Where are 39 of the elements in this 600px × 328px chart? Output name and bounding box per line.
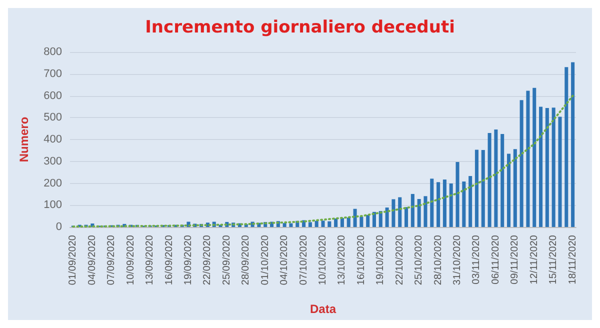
y-tick-label: 100 <box>44 199 62 212</box>
x-tick-label: 13/10/2020 <box>336 234 348 286</box>
y-tick-label: 300 <box>44 155 62 168</box>
x-tick-label: 19/10/2020 <box>375 234 386 286</box>
x-tick-label: 10/10/2020 <box>318 234 328 286</box>
x-tick-label: 25/10/2020 <box>414 234 425 286</box>
y-tick-label: 600 <box>44 90 62 102</box>
x-tick-label: 10/09/2020 <box>125 234 136 286</box>
x-tick-label: 13/09/2020 <box>144 234 156 286</box>
x-tick-label: 03/11/2020 <box>471 234 482 284</box>
x-tick-label: 28/09/2020 <box>240 234 252 286</box>
x-tick-label: 12/11/2020 <box>528 234 540 284</box>
y-tick-label: 500 <box>44 112 62 124</box>
x-tick-label: 07/10/2020 <box>298 234 310 286</box>
x-tick-label: 22/10/2020 <box>394 234 406 286</box>
y-tick-label: 700 <box>44 68 62 80</box>
x-tick-label: 06/11/2020 <box>490 234 502 284</box>
x-tick-label: 22/09/2020 <box>202 234 214 286</box>
x-tick-label: 28/10/2020 <box>432 234 444 286</box>
x-tick-label: 25/09/2020 <box>221 234 232 286</box>
x-tick-label: 15/11/2020 <box>548 234 560 284</box>
x-tick-label: 18/11/2020 <box>567 234 578 284</box>
y-tick-label: 800 <box>44 46 62 58</box>
y-tick-label: 400 <box>44 134 62 146</box>
x-tick-label: 01/09/2020 <box>68 234 79 286</box>
y-tick-label: 200 <box>44 177 62 190</box>
x-tick-label: 31/10/2020 <box>452 234 464 286</box>
x-tick-label: 01/10/2020 <box>260 234 271 286</box>
x-tick-label: 07/09/2020 <box>106 234 118 286</box>
chart-title: Incremento giornaliero deceduti <box>145 18 455 38</box>
x-tick-label: 19/09/2020 <box>182 234 194 286</box>
x-tick-label: 16/09/2020 <box>164 234 175 286</box>
y-tick-label: 0 <box>56 221 62 233</box>
y-axis-title: Numero <box>17 116 31 162</box>
x-tick-label: 04/10/2020 <box>279 234 290 286</box>
x-axis-title: Data <box>310 302 336 316</box>
x-tick-label: 09/11/2020 <box>510 234 521 284</box>
x-tick-label: 16/10/2020 <box>356 234 367 286</box>
x-tick-label: 04/09/2020 <box>86 234 98 286</box>
